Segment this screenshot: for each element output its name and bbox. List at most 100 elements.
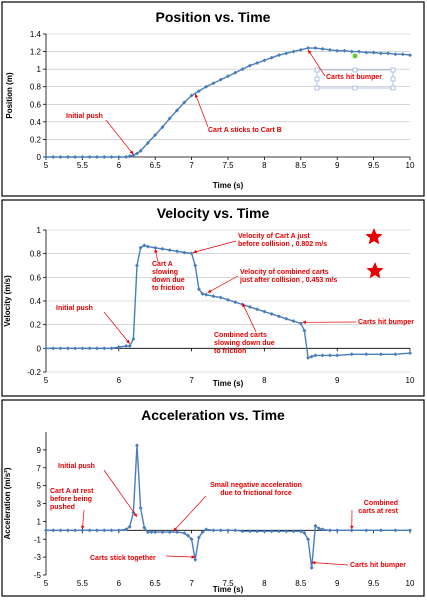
x-tick-label: 8: [262, 161, 267, 170]
chart-title: Acceleration vs. Time: [141, 407, 285, 423]
arrowhead: [154, 248, 158, 253]
data-point: [233, 528, 238, 533]
data-point: [138, 245, 143, 250]
annotation-arrow: [103, 469, 138, 518]
data-point: [131, 336, 136, 341]
y-tick-label: -5: [34, 571, 42, 580]
data-point: [364, 50, 369, 55]
data-point: [364, 352, 369, 357]
data-point: [240, 67, 245, 72]
data-point: [153, 530, 158, 535]
data-point: [193, 263, 198, 268]
x-tick-label: 6: [117, 161, 122, 170]
data-point: [109, 155, 114, 159]
data-point: [218, 528, 223, 533]
data-point: [44, 155, 48, 159]
data-point: [87, 155, 92, 159]
annotation-arrow: [311, 562, 349, 566]
data-point: [306, 355, 311, 360]
y-tick-label: 0.4: [30, 118, 42, 127]
data-point: [349, 528, 354, 533]
arrowhead: [308, 49, 312, 54]
chart-title: Velocity vs. Time: [157, 205, 270, 221]
arrowhead: [302, 320, 306, 325]
data-point: [102, 528, 107, 533]
x-tick-label: 7: [189, 161, 194, 170]
chart-title: Position vs. Time: [156, 9, 271, 25]
data-point: [309, 565, 314, 570]
data-point: [142, 243, 147, 248]
x-tick-label: 9.5: [368, 579, 380, 588]
data-point: [317, 526, 321, 531]
data-point: [408, 351, 412, 356]
annotation-label: Carts hit bumper: [326, 74, 382, 81]
data-point: [313, 523, 318, 528]
data-point: [51, 528, 56, 533]
annotation: Small negative acceleration due to fricti…: [173, 482, 302, 532]
data-point: [145, 244, 150, 249]
data-point: [51, 346, 56, 351]
data-point: [255, 307, 260, 312]
chart-frame: [1, 1, 425, 197]
x-tick-label: 7: [189, 376, 194, 385]
annotation-label: Cart A at rest before being pushed: [50, 488, 94, 511]
data-point: [306, 537, 311, 542]
data-point: [226, 74, 230, 79]
y-tick-label: 7: [37, 464, 42, 473]
data-point: [73, 528, 78, 533]
data-point: [127, 343, 132, 348]
annotation-arrow: [194, 93, 209, 128]
x-tick-label: 8.5: [295, 161, 307, 170]
x-tick-label: 7.5: [222, 579, 234, 588]
data-point: [58, 528, 63, 533]
y-tick-label: 1.4: [30, 30, 42, 39]
selection-handle: [390, 85, 396, 91]
data-point: [247, 304, 252, 309]
y-tick-label: 9: [37, 446, 42, 455]
data-point: [291, 49, 296, 54]
chart-frame: [1, 399, 425, 597]
data-point: [284, 51, 289, 56]
y-tick-labels: -0.2 0 0.2 0.4 0.6 0.8 1: [27, 226, 41, 377]
series-markers: [44, 46, 412, 159]
data-point: [408, 53, 412, 58]
arrowhead: [80, 525, 85, 530]
annotation: Combined carts at rest: [350, 500, 399, 530]
data-point: [262, 309, 267, 314]
x-tick-label: 8: [262, 376, 267, 385]
data-point: [335, 48, 340, 53]
y-tick-label: 0.4: [30, 297, 42, 306]
data-point: [284, 529, 289, 534]
x-tick-label: 6: [117, 376, 122, 385]
data-point: [167, 248, 172, 253]
x-axis-title: Time (s): [213, 379, 244, 388]
y-tick-label: 0.6: [30, 100, 42, 109]
data-point: [349, 352, 354, 357]
data-point: [189, 537, 194, 542]
data-point: [262, 529, 267, 534]
data-point: [335, 353, 340, 358]
data-point: [247, 529, 252, 534]
data-point: [182, 100, 187, 105]
selection-handle: [314, 67, 320, 73]
data-point: [269, 529, 274, 534]
x-tick-label: 10: [406, 579, 415, 588]
data-point: [320, 353, 325, 358]
data-point: [298, 321, 303, 326]
data-point: [327, 47, 332, 52]
arrowhead: [133, 512, 137, 517]
data-point: [255, 529, 260, 534]
data-point: [127, 154, 132, 159]
x-tick-label: 9: [335, 376, 340, 385]
y-tick-label: 1: [37, 517, 42, 526]
data-point: [320, 527, 325, 532]
arrowhead: [193, 249, 197, 254]
data-point: [204, 84, 209, 89]
y-axis-title: Velocity (m/s): [3, 275, 12, 327]
x-tick-labels: 5 5.5 6 6.5 7 7.5 8 8.5 9 9.5 10: [44, 579, 415, 588]
data-point: [124, 343, 129, 348]
data-point: [313, 353, 318, 358]
y-tick-labels: -5 -3 -1 1 3 5 7 9: [34, 446, 42, 580]
x-tick-label: 7: [189, 579, 194, 588]
